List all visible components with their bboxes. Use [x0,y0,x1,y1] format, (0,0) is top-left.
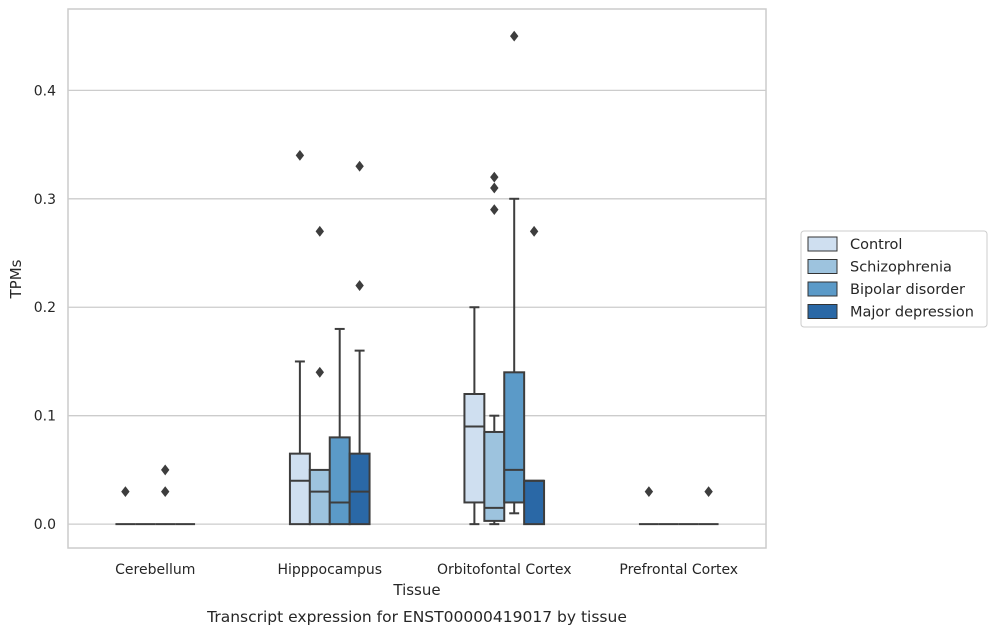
legend: Control Schizophrenia Bipolar disorder Majo… [800,230,988,328]
x-axis-ticks: Cerebellum Hipppocampus Orbitofontal Corte… [115,562,738,578]
legend-label: Major depression [850,305,974,321]
box-body [503,371,526,504]
box-body [328,436,351,526]
legend-swatch [807,281,838,297]
box-3-2 [523,225,546,526]
box-0-0 [115,486,136,526]
box-0-3 [638,486,659,526]
outlier-point [161,486,170,498]
outlier-point [355,160,364,172]
box-1-2 [483,171,506,526]
legend-swatch [807,304,838,319]
y-tick-label: 0.0 [34,517,56,533]
outlier-point [315,366,324,378]
box-1-1 [308,225,331,526]
box-0-2 [463,306,486,526]
x-tick-label: Prefrontal Cortex [619,562,738,578]
box-body [523,479,546,526]
outlier-point [510,30,519,42]
y-axis-ticks: 0.0 0.1 0.2 0.3 0.4 [34,83,56,533]
x-tick-label: Orbitofontal Cortex [437,562,572,578]
legend-label: Schizophrenia [850,260,952,276]
box-2-2 [503,30,526,515]
chart-caption: Transcript expression for ENST0000041901… [206,608,627,626]
outlier-point [315,225,324,237]
box-2-1 [328,327,351,526]
y-axis-title: TPMs [7,259,25,299]
box-body [463,393,486,504]
outlier-point [295,150,305,161]
legend-swatch [807,236,838,252]
outlier-point [490,182,499,194]
box-body [308,468,331,526]
legend-label: Bipolar disorder [850,282,965,298]
y-tick-label: 0.4 [34,83,56,99]
x-axis-title: Tissue [392,581,440,599]
outlier-point [529,225,539,237]
x-tick-label: Cerebellum [115,562,195,578]
x-tick-label: Hipppocampus [277,562,382,578]
box-body [348,452,371,526]
y-tick-label: 0.2 [34,300,56,316]
outlier-point [161,464,170,476]
box-3-3 [698,486,719,526]
outlier-point [490,171,499,183]
box-2-0 [155,464,176,526]
plot-frame [67,8,767,549]
outlier-point [704,486,713,498]
grid-lines [68,89,766,525]
outlier-point [355,280,364,291]
legend-label: Control [850,237,902,253]
outlier-point [121,486,130,498]
box-0-1 [288,150,311,526]
outlier-point [490,204,499,216]
outlier-point [644,486,654,498]
legend-swatch [807,259,838,274]
y-tick-label: 0.1 [34,409,56,425]
y-tick-label: 0.3 [34,192,56,208]
box-body [288,452,311,526]
legend-frame [800,230,988,328]
box-groups [115,30,719,526]
box-3-1 [348,160,371,526]
